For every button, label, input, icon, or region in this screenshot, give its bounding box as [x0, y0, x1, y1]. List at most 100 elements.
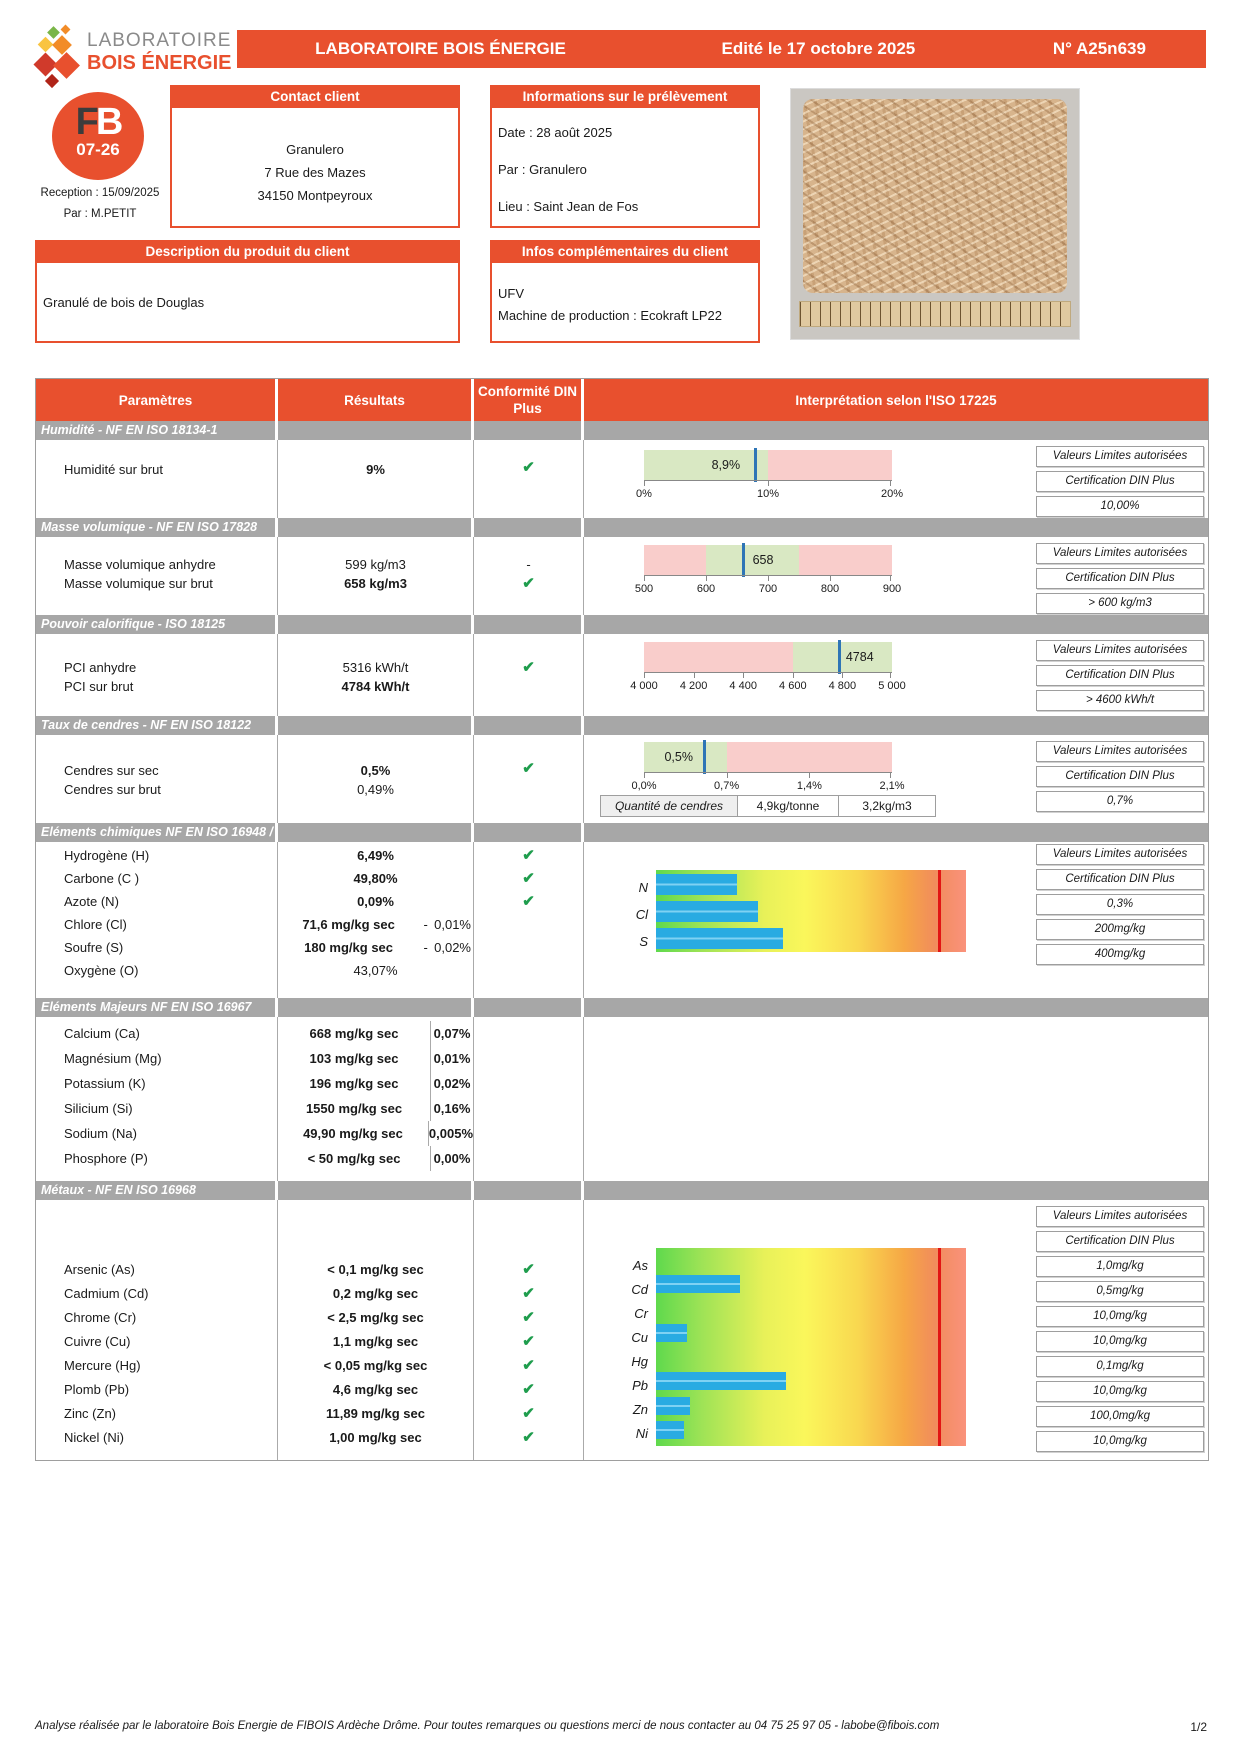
bar-azote	[656, 874, 737, 895]
axis-tick-label: 500	[634, 583, 654, 595]
limit-value-s: 400mg/kg	[1036, 944, 1204, 965]
density-gauge: 658 500 600 700 800 900	[635, 543, 901, 597]
gauge-marker	[838, 640, 842, 674]
chemicals-bar-chart	[656, 870, 966, 952]
conformity-check: ✔	[522, 847, 535, 864]
axis-tick-label: 4 000	[630, 680, 658, 692]
param-azote: Azote (N)	[64, 894, 119, 909]
badge-letter-b: B	[95, 101, 124, 143]
limit-value: > 600 kg/m3	[1036, 593, 1204, 614]
limit-value-cd: 0,5mg/kg	[1036, 1281, 1204, 1302]
param-carbone: Carbone (C )	[64, 871, 140, 886]
conformity-check: ✔	[522, 1429, 535, 1446]
result-sodium: 49,90 mg/kg sec 0,005%	[278, 1121, 473, 1146]
limit-value: > 4600 kWh/t	[1036, 690, 1204, 711]
col-header-parametres: Paramètres	[36, 379, 278, 421]
logo-diamond-icon	[52, 35, 72, 55]
conformity-check: ✔	[522, 1381, 535, 1398]
limit-value-cl: 200mg/kg	[1036, 919, 1204, 940]
client-street: 7 Rue des Mazes	[264, 165, 366, 180]
limits-header-1: Valeurs Limites autorisées	[1036, 1206, 1204, 1227]
bar-plomb	[656, 1372, 787, 1390]
limits-header-2: Certification DIN Plus	[1036, 665, 1204, 686]
param-pci-brut: PCI sur brut	[64, 679, 134, 694]
param-cendres-brut: Cendres sur brut	[64, 782, 161, 797]
additional-infos-title: Infos complémentaires du client	[490, 240, 760, 263]
chart-row-label-cu: Cu	[631, 1330, 648, 1345]
bar-cadmium	[656, 1275, 740, 1293]
param-masse-anhydre: Masse volumique anhydre	[64, 557, 216, 572]
logo-diamond-icon	[44, 73, 60, 89]
lab-logo: LABORATOIRE BOIS ÉNERGIE	[33, 24, 235, 92]
ash-quantity-label: Quantité de cendres	[600, 795, 738, 817]
param-arsenic: Arsenic (As)	[64, 1262, 135, 1277]
results-table: Paramètres Résultats Conformité DIN Plus…	[35, 378, 1209, 1461]
chart-row-label-ni: Ni	[635, 1426, 648, 1441]
param-oxygene: Oxygène (O)	[64, 963, 139, 978]
result-carbone: 49,80%	[353, 871, 398, 886]
limits-cendres: Valeurs Limites autorisées Certification…	[1036, 741, 1204, 812]
ash-quantity-per-m3: 3,2kg/m3	[838, 795, 936, 817]
gauge-axis	[644, 575, 892, 581]
axis-tick-label: 0,0%	[631, 780, 657, 792]
product-description-title: Description du produit du client	[35, 240, 460, 263]
param-plomb: Plomb (Pb)	[64, 1382, 130, 1397]
gauge-value-label: 0,5%	[664, 750, 693, 764]
col-header-interpretation: Interprétation selon l'ISO 17225	[584, 379, 1208, 421]
limit-value-hg: 0,1mg/kg	[1036, 1356, 1204, 1377]
ash-quantity-table: Quantité de cendres 4,9kg/tonne 3,2kg/m3	[600, 795, 936, 817]
conformity-check: ✔	[522, 1309, 535, 1326]
header-report-number: N° A25n639	[1052, 39, 1146, 58]
chart-row-label-cd: Cd	[631, 1282, 648, 1297]
section-majeurs: Calcium (Ca) Magnésium (Mg) Potassium (K…	[36, 1017, 1208, 1181]
reception-info: Reception : 15/09/2025 Par : M.PETIT	[30, 183, 170, 225]
badge-letter-f: F	[75, 101, 99, 143]
axis-tick-label: 900	[882, 583, 902, 595]
param-nickel: Nickel (Ni)	[64, 1430, 124, 1445]
axis-tick-label: 700	[758, 583, 778, 595]
chart-row-label-s: S	[639, 934, 648, 949]
limit-value-cu: 10,0mg/kg	[1036, 1331, 1204, 1352]
chart-row-label-as: As	[632, 1258, 648, 1273]
gauge-value-label: 8,9%	[711, 458, 741, 472]
logo-diamond-icon	[47, 26, 60, 39]
limit-value-ni: 10,0mg/kg	[1036, 1431, 1204, 1452]
result-humidite: 9%	[366, 462, 385, 477]
result-masse-brut: 658 kg/m3	[344, 576, 407, 591]
limits-header-1: Valeurs Limites autorisées	[1036, 640, 1204, 661]
param-sodium: Sodium (Na)	[64, 1126, 137, 1141]
page-number: 1/2	[1190, 1720, 1207, 1734]
prelevement-place: Lieu : Saint Jean de Fos	[498, 199, 639, 214]
result-soufre: 180 mg/kg sec - 0,02%	[304, 940, 471, 955]
result-mercure: < 0,05 mg/kg sec	[323, 1358, 428, 1373]
logo-line1: LABORATOIRE	[87, 30, 232, 51]
gauge-red-zone	[768, 450, 892, 480]
result-magnesium: 103 mg/kg sec 0,01%	[278, 1046, 473, 1071]
result-plomb: 4,6 mg/kg sec	[332, 1382, 419, 1397]
gauge-marker	[754, 448, 758, 482]
axis-tick-label: 2,1%	[879, 780, 905, 792]
prelevement-box: Informations sur le prélèvement Date : 2…	[490, 85, 760, 228]
result-nickel: 1,00 mg/kg sec	[329, 1430, 422, 1445]
param-hydrogene: Hydrogène (H)	[64, 848, 150, 863]
prelevement-title: Informations sur le prélèvement	[490, 85, 760, 108]
gauge-axis	[644, 480, 892, 486]
result-silicium: 1550 mg/kg sec 0,16%	[278, 1096, 473, 1121]
axis-tick-label: 10%	[756, 488, 780, 500]
param-calcium: Calcium (Ca)	[64, 1026, 140, 1041]
chart-row-label-hg: Hg	[631, 1354, 648, 1369]
limits-header-1: Valeurs Limites autorisées	[1036, 741, 1204, 762]
gauge-red-zone	[799, 545, 892, 575]
client-city: 34150 Montpeyroux	[257, 188, 373, 203]
gauge-red-zone	[644, 545, 706, 575]
col-header-resultats: Résultats	[278, 379, 474, 421]
conformity-check: ✔	[522, 659, 535, 676]
prelevement-date: Date : 28 août 2025	[498, 125, 613, 140]
axis-tick-label: 1,4%	[796, 780, 822, 792]
result-masse-anhydre: 599 kg/m3	[345, 557, 406, 572]
section-band-pci: Pouvoir calorifique - ISO 18125	[36, 615, 1208, 634]
table-header-row: Paramètres Résultats Conformité DIN Plus…	[36, 379, 1208, 421]
logo-text: LABORATOIRE BOIS ÉNERGIE	[87, 30, 231, 74]
axis-tick-label: 4 400	[729, 680, 757, 692]
section-band-majeurs: Eléments Majeurs NF EN ISO 16967	[36, 998, 1208, 1017]
